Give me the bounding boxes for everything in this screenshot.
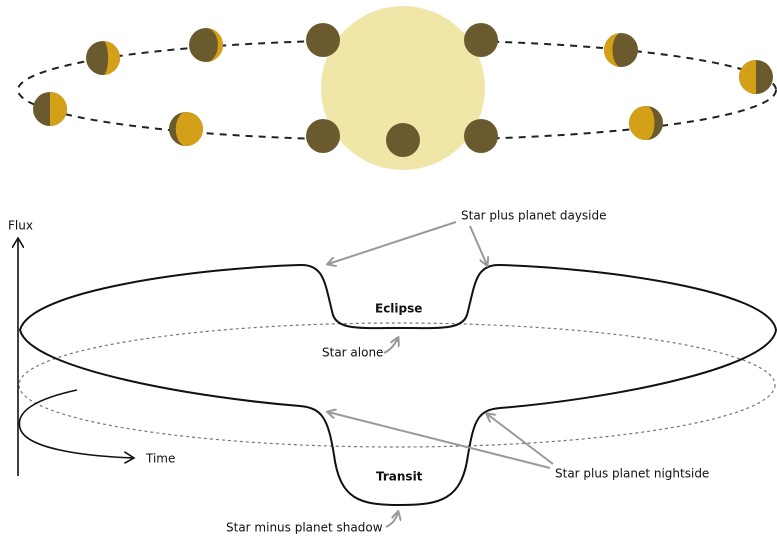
dotted-orbit	[18, 322, 776, 448]
arrow	[385, 512, 398, 528]
planet	[306, 23, 340, 57]
arrow	[328, 412, 551, 469]
planet	[604, 33, 621, 67]
time-label: Time	[145, 452, 175, 466]
planet	[386, 123, 420, 157]
star-alone-label: Star alone	[322, 346, 383, 360]
arrow	[487, 414, 554, 465]
planet	[464, 119, 498, 153]
planet	[189, 28, 223, 62]
planet	[50, 92, 67, 126]
dayside-label: Star plus planet dayside	[461, 209, 607, 223]
planet	[629, 106, 655, 140]
planet	[306, 119, 340, 153]
shadow-label: Star minus planet shadow	[226, 521, 383, 535]
eclipse-label: Eclipse	[375, 302, 422, 316]
time-axis	[18, 389, 134, 458]
planet	[103, 41, 120, 75]
orbit	[17, 39, 777, 141]
light-curve	[18, 263, 777, 507]
star	[321, 6, 485, 170]
planets	[33, 23, 773, 157]
planet	[175, 112, 203, 146]
arrow	[469, 225, 487, 265]
transit-label: Transit	[376, 470, 423, 484]
planet	[206, 28, 223, 62]
flux-label: Flux	[8, 219, 33, 233]
arrow	[383, 338, 398, 354]
planet	[739, 60, 756, 94]
planet	[464, 23, 498, 57]
nightside-label: Star plus planet nightside	[555, 467, 709, 481]
arrow	[328, 221, 457, 264]
